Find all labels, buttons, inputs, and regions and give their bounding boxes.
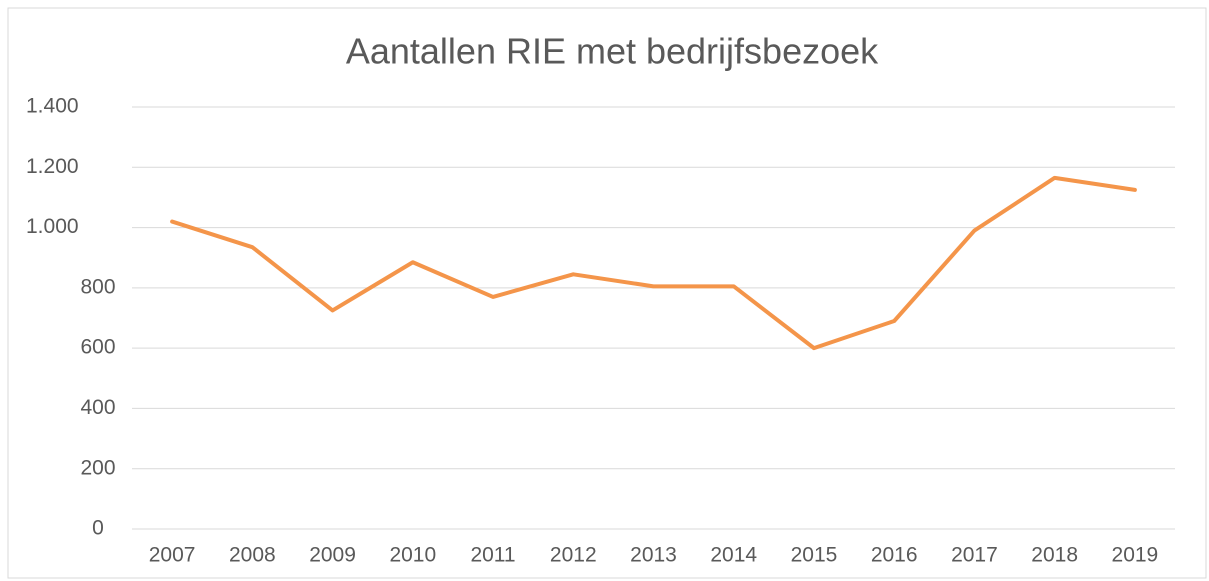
x-tick-label: 2007 bbox=[149, 544, 196, 567]
chart-frame bbox=[7, 7, 1207, 579]
y-tick-label: 1.200 bbox=[26, 155, 79, 178]
y-tick-label: 800 bbox=[80, 275, 115, 298]
x-tick-label: 2019 bbox=[1112, 544, 1159, 567]
x-tick-label: 2011 bbox=[470, 544, 515, 567]
chart-title: Aantallen RIE met bedrijfsbezoek bbox=[346, 31, 879, 72]
y-tick-label: 1.400 bbox=[26, 95, 79, 118]
y-tick-label: 600 bbox=[80, 336, 115, 359]
x-tick-label: 2010 bbox=[389, 544, 436, 567]
x-tick-label: 2008 bbox=[229, 544, 276, 567]
y-tick-label: 0 bbox=[92, 517, 104, 540]
x-tick-label: 2015 bbox=[791, 544, 838, 567]
x-tick-label: 2012 bbox=[550, 544, 597, 567]
x-tick-label: 2009 bbox=[309, 544, 356, 567]
line bbox=[170, 175, 1137, 351]
x-tick-label: 2018 bbox=[1031, 544, 1078, 567]
x-tick-label: 2014 bbox=[710, 544, 757, 567]
y-tick-label: 200 bbox=[80, 456, 115, 479]
x-tick-label: 2013 bbox=[630, 544, 677, 567]
x-tick-label: 2017 bbox=[951, 544, 998, 567]
y-tick-label: 1.000 bbox=[26, 215, 79, 238]
x-tick-label: 2016 bbox=[871, 544, 918, 567]
y-tick-label: 400 bbox=[80, 396, 115, 419]
